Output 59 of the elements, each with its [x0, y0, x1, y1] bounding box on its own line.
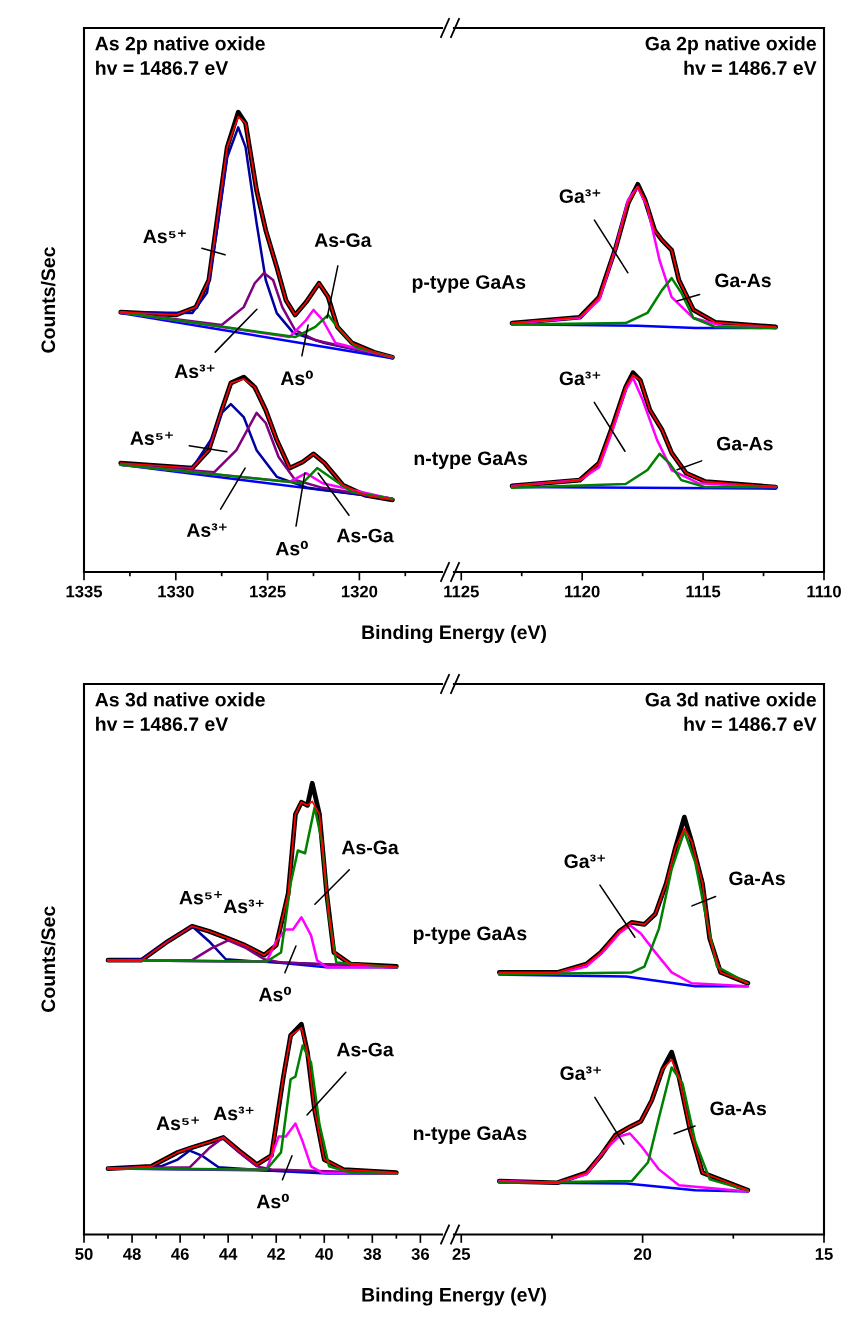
- x-tick-label: 46: [171, 1248, 189, 1260]
- annotation: As⁵⁺: [156, 1116, 199, 1131]
- x-tick-label: 1120: [565, 585, 600, 598]
- chart-subtitle: hv = 1486.7 eV: [684, 716, 817, 732]
- y-axis-title: Counts/Sec: [40, 247, 56, 353]
- chart-subtitle: hv = 1486.7 eV: [96, 60, 229, 75]
- annotation: As-Ga: [336, 1042, 394, 1057]
- x-tick-label: 1110: [807, 585, 841, 598]
- x-tick-label: 38: [363, 1248, 382, 1260]
- chart-title: As 2p native oxide: [95, 36, 265, 55]
- x-tick-label: 1325: [250, 585, 286, 598]
- x-tick-label: 1330: [158, 585, 194, 598]
- annotation: As-Ga: [341, 840, 399, 855]
- annotation: As⁰: [256, 1193, 289, 1209]
- annotation: Ga³⁺: [560, 1066, 601, 1081]
- chart-title: As 3d native oxide: [95, 692, 265, 707]
- annotation: n-type GaAs: [413, 1126, 527, 1144]
- annotation: As-Ga: [314, 233, 372, 248]
- annotation: As⁰: [258, 986, 292, 1002]
- annotation: As-Ga: [336, 528, 394, 543]
- annotation: As³⁺: [186, 523, 227, 537]
- annotation: n-type GaAs: [414, 451, 528, 469]
- annotation: As⁵⁺: [143, 229, 186, 244]
- x-tick-label: 20: [633, 1248, 652, 1260]
- chart-title: Ga 3d native oxide: [645, 692, 816, 707]
- x-axis-title: Binding Energy (eV): [362, 1287, 546, 1306]
- annotation: As⁵⁺: [179, 890, 222, 905]
- annotation: As³⁺: [174, 364, 215, 379]
- x-tick-label: 1115: [686, 585, 721, 598]
- chart-subtitle: hv = 1486.7 eV: [96, 716, 229, 732]
- x-tick-label: 15: [815, 1248, 833, 1260]
- annotation: As⁰: [280, 370, 313, 386]
- annotation: Ga-As: [716, 436, 773, 451]
- y-axis-title: Counts/Sec: [40, 906, 56, 1012]
- annotation: As³⁺: [213, 1106, 254, 1121]
- annotation: Ga-As: [710, 1101, 766, 1116]
- chart-subtitle: hv = 1486.7 eV: [684, 60, 817, 75]
- x-tick-label: 48: [123, 1248, 141, 1260]
- annotation: Ga-As: [729, 871, 785, 886]
- x-tick-label: 42: [267, 1248, 285, 1260]
- annotation: Ga³⁺: [564, 854, 606, 869]
- annotation: As⁵⁺: [130, 431, 173, 446]
- x-tick-label: 1320: [341, 585, 378, 598]
- annotation: Ga³⁺: [559, 371, 601, 386]
- x-tick-label: 44: [219, 1248, 238, 1260]
- x-tick-label: 1125: [444, 585, 479, 598]
- annotation: p-type GaAs: [412, 275, 526, 293]
- x-tick-label: 50: [75, 1248, 93, 1260]
- annotation: Ga-As: [715, 273, 771, 288]
- annotation: As³⁺: [223, 899, 264, 914]
- x-axis-title: Binding Energy (eV): [362, 624, 546, 644]
- annotation: Ga³⁺: [559, 189, 601, 203]
- x-tick-label: 1335: [66, 585, 103, 598]
- x-tick-label: 25: [452, 1248, 471, 1260]
- x-tick-label: 40: [315, 1248, 333, 1260]
- chart-title: Ga 2p native oxide: [645, 36, 816, 55]
- annotation: As⁰: [275, 540, 308, 556]
- annotation: p-type GaAs: [413, 926, 527, 945]
- x-tick-label: 36: [411, 1248, 430, 1260]
